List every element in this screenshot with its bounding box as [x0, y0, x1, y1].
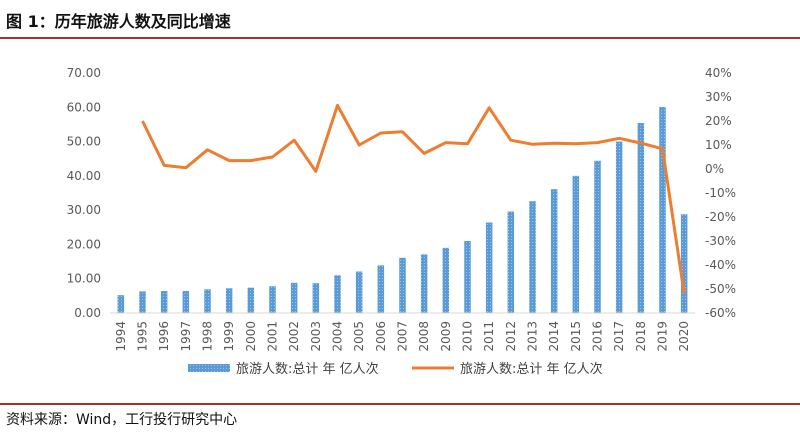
bar	[420, 254, 428, 313]
x-tick-label: 2014	[547, 321, 561, 352]
left-axis: 0.00 10.00 20.00 30.00 40.00 50.00 60.00 70.00	[67, 66, 101, 320]
x-tick-label: 2020	[677, 321, 691, 352]
left-tick-label: 0.00	[74, 306, 101, 320]
x-tick-label: 2015	[569, 321, 583, 352]
left-tick-label: 20.00	[67, 237, 101, 251]
x-tick-label: 1999	[222, 321, 236, 352]
bar	[312, 283, 320, 313]
combo-chart: 0.0010.0020.0030.0040.0050.0060.0070.00 …	[67, 66, 736, 377]
x-tick-label: 1998	[201, 321, 215, 352]
bar	[659, 106, 666, 313]
x-tick-label: 1997	[179, 321, 193, 352]
line-series	[141, 103, 686, 295]
bar	[615, 141, 623, 313]
bar	[594, 160, 601, 313]
bar	[680, 214, 688, 313]
x-tick-label: 2002	[287, 321, 301, 352]
bar	[247, 287, 255, 313]
right-tick-label: 0%	[705, 162, 724, 176]
bar	[485, 222, 493, 313]
bar	[204, 289, 211, 313]
bar	[269, 286, 276, 313]
right-tick-label: 40%	[705, 66, 732, 80]
x-tick-label: 2012	[504, 321, 518, 352]
bar	[139, 291, 146, 313]
right-tick-label: -50%	[705, 282, 736, 296]
bar	[377, 265, 385, 313]
bar	[442, 247, 450, 313]
title-rule	[0, 37, 800, 39]
x-tick-label: 2018	[634, 321, 648, 352]
x-tick-label: 2007	[396, 321, 410, 352]
figure-title: 图 1：历年旅游人数及同比增速	[6, 12, 231, 31]
right-tick-label: -40%	[705, 258, 736, 272]
x-tick-label: 2003	[309, 321, 323, 352]
bar	[334, 275, 341, 313]
left-tick-label: 70.00	[67, 66, 101, 80]
right-tick-label: -30%	[705, 234, 736, 248]
bar	[572, 175, 580, 313]
x-axis: 1994 1995 1996 1997 1998 1999 2000 2001 2002 2003…	[114, 321, 691, 352]
x-tick-label: 2019	[656, 321, 670, 352]
source-note: 资料来源：Wind，工行投行研究中心	[6, 412, 238, 428]
x-tick-label: 1996	[157, 321, 171, 352]
legend-bar-label: 旅游人数:总计 年 亿人次	[236, 361, 379, 377]
bar	[290, 282, 298, 313]
x-tick-label: 1994	[114, 321, 128, 352]
bar	[464, 241, 471, 313]
bar	[355, 271, 363, 313]
bar	[182, 291, 190, 313]
x-tick-label: 2009	[439, 321, 453, 352]
x-tick-label: 1995	[136, 321, 150, 352]
x-tick-label: 2011	[482, 321, 496, 352]
right-tick-label: 20%	[705, 114, 732, 128]
bar	[550, 189, 558, 313]
x-tick-label: 2013	[526, 321, 540, 352]
legend-bar-swatch	[188, 364, 230, 372]
x-tick-label: 2000	[244, 321, 258, 352]
bar	[637, 123, 645, 313]
x-tick-label: 2010	[461, 321, 475, 352]
left-tick-label: 60.00	[67, 100, 101, 114]
x-tick-label: 2004	[331, 321, 345, 352]
bar	[160, 291, 168, 313]
left-tick-label: 10.00	[67, 272, 101, 286]
x-tick-label: 2001	[266, 321, 280, 352]
right-tick-label: 10%	[705, 138, 732, 152]
right-tick-label: -10%	[705, 186, 736, 200]
bar	[225, 288, 233, 313]
legend: 旅游人数:总计 年 亿人次 旅游人数:总计 年 亿人次	[188, 361, 603, 377]
right-axis: -60% -50% -40% -30% -20% -10% 0% 10% 20% 30% 40%	[705, 66, 736, 320]
right-tick-label: -20%	[705, 210, 736, 224]
x-tick-label: 2008	[417, 321, 431, 352]
x-tick-label: 2006	[374, 321, 388, 352]
left-tick-label: 30.00	[67, 203, 101, 217]
x-tick-label: 2016	[591, 321, 605, 352]
growth-line	[141, 103, 686, 295]
left-tick-label: 50.00	[67, 135, 101, 149]
bar	[529, 201, 536, 313]
footer-rule	[0, 403, 800, 405]
bar	[117, 295, 125, 313]
legend-line-label: 旅游人数:总计 年 亿人次	[460, 361, 603, 377]
left-tick-label: 40.00	[67, 169, 101, 183]
bar-series	[110, 106, 695, 314]
x-tick-label: 2017	[612, 321, 626, 352]
x-tick-label: 2005	[352, 321, 366, 352]
right-tick-label: 30%	[705, 90, 732, 104]
bar	[507, 211, 515, 313]
bar	[399, 257, 406, 313]
right-tick-label: -60%	[705, 306, 736, 320]
